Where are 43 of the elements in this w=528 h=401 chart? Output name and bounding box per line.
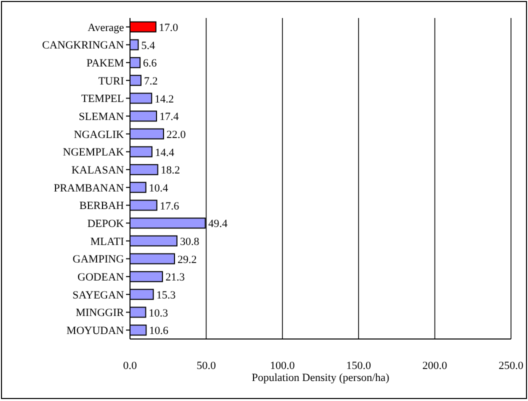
y-tick-label: SLEMAN xyxy=(78,110,124,123)
data-label: 6.6 xyxy=(143,58,158,70)
data-label: 10.3 xyxy=(148,307,168,320)
y-tick-label: GODEAN xyxy=(78,271,124,284)
x-tick-label: 100.0 xyxy=(270,360,296,372)
y-tick-label: NGEMPLAK xyxy=(62,146,124,159)
data-label: 15.3 xyxy=(156,289,176,302)
data-label: 18.2 xyxy=(160,164,180,177)
y-tick-label: GAMPING xyxy=(72,254,124,266)
data-label: 17.6 xyxy=(160,200,180,212)
y-tick-label: Average xyxy=(88,22,124,34)
x-tick-label: 200.0 xyxy=(422,360,448,372)
y-tick-label: TURI xyxy=(98,75,124,88)
x-axis-title: Population Density (person/ha) xyxy=(252,372,390,384)
x-tick-label: 0.0 xyxy=(123,360,138,372)
data-label: 10.4 xyxy=(148,182,169,194)
y-tick-label: MOYUDAN xyxy=(66,324,124,337)
x-tick-label: 150.0 xyxy=(346,360,372,372)
data-label: 49.4 xyxy=(208,218,228,230)
y-tick-label: MLATI xyxy=(90,236,124,248)
data-label: 14.2 xyxy=(154,93,174,106)
data-label: 14.4 xyxy=(154,146,175,159)
data-label: 29.2 xyxy=(178,254,197,266)
x-tick-label: 50.0 xyxy=(196,360,216,372)
y-tick-label: KALASAN xyxy=(71,164,124,176)
y-tick-label: NGAGLIK xyxy=(74,128,124,141)
data-label: 22.0 xyxy=(166,128,186,141)
data-label: 10.6 xyxy=(149,325,169,338)
x-tick-label: 250.0 xyxy=(498,360,524,372)
data-label: 7.2 xyxy=(144,75,158,88)
data-label: 17.4 xyxy=(160,111,180,124)
data-label: 30.8 xyxy=(180,236,200,248)
y-tick-label: DEPOK xyxy=(87,218,124,230)
y-tick-label: BERBAH xyxy=(79,200,124,212)
y-tick-label: TEMPEL xyxy=(81,93,124,106)
data-label: 17.0 xyxy=(158,22,179,34)
y-tick-label: SAYEGAN xyxy=(72,289,124,302)
data-label: 5.4 xyxy=(141,40,156,52)
y-tick-label: CANGKRINGAN xyxy=(42,40,124,52)
data-label: 21.3 xyxy=(165,272,186,284)
y-tick-label: PAKEM xyxy=(86,57,124,70)
y-tick-label: PRAMBANAN xyxy=(54,182,124,194)
y-tick-label: MINGGIR xyxy=(76,307,125,320)
